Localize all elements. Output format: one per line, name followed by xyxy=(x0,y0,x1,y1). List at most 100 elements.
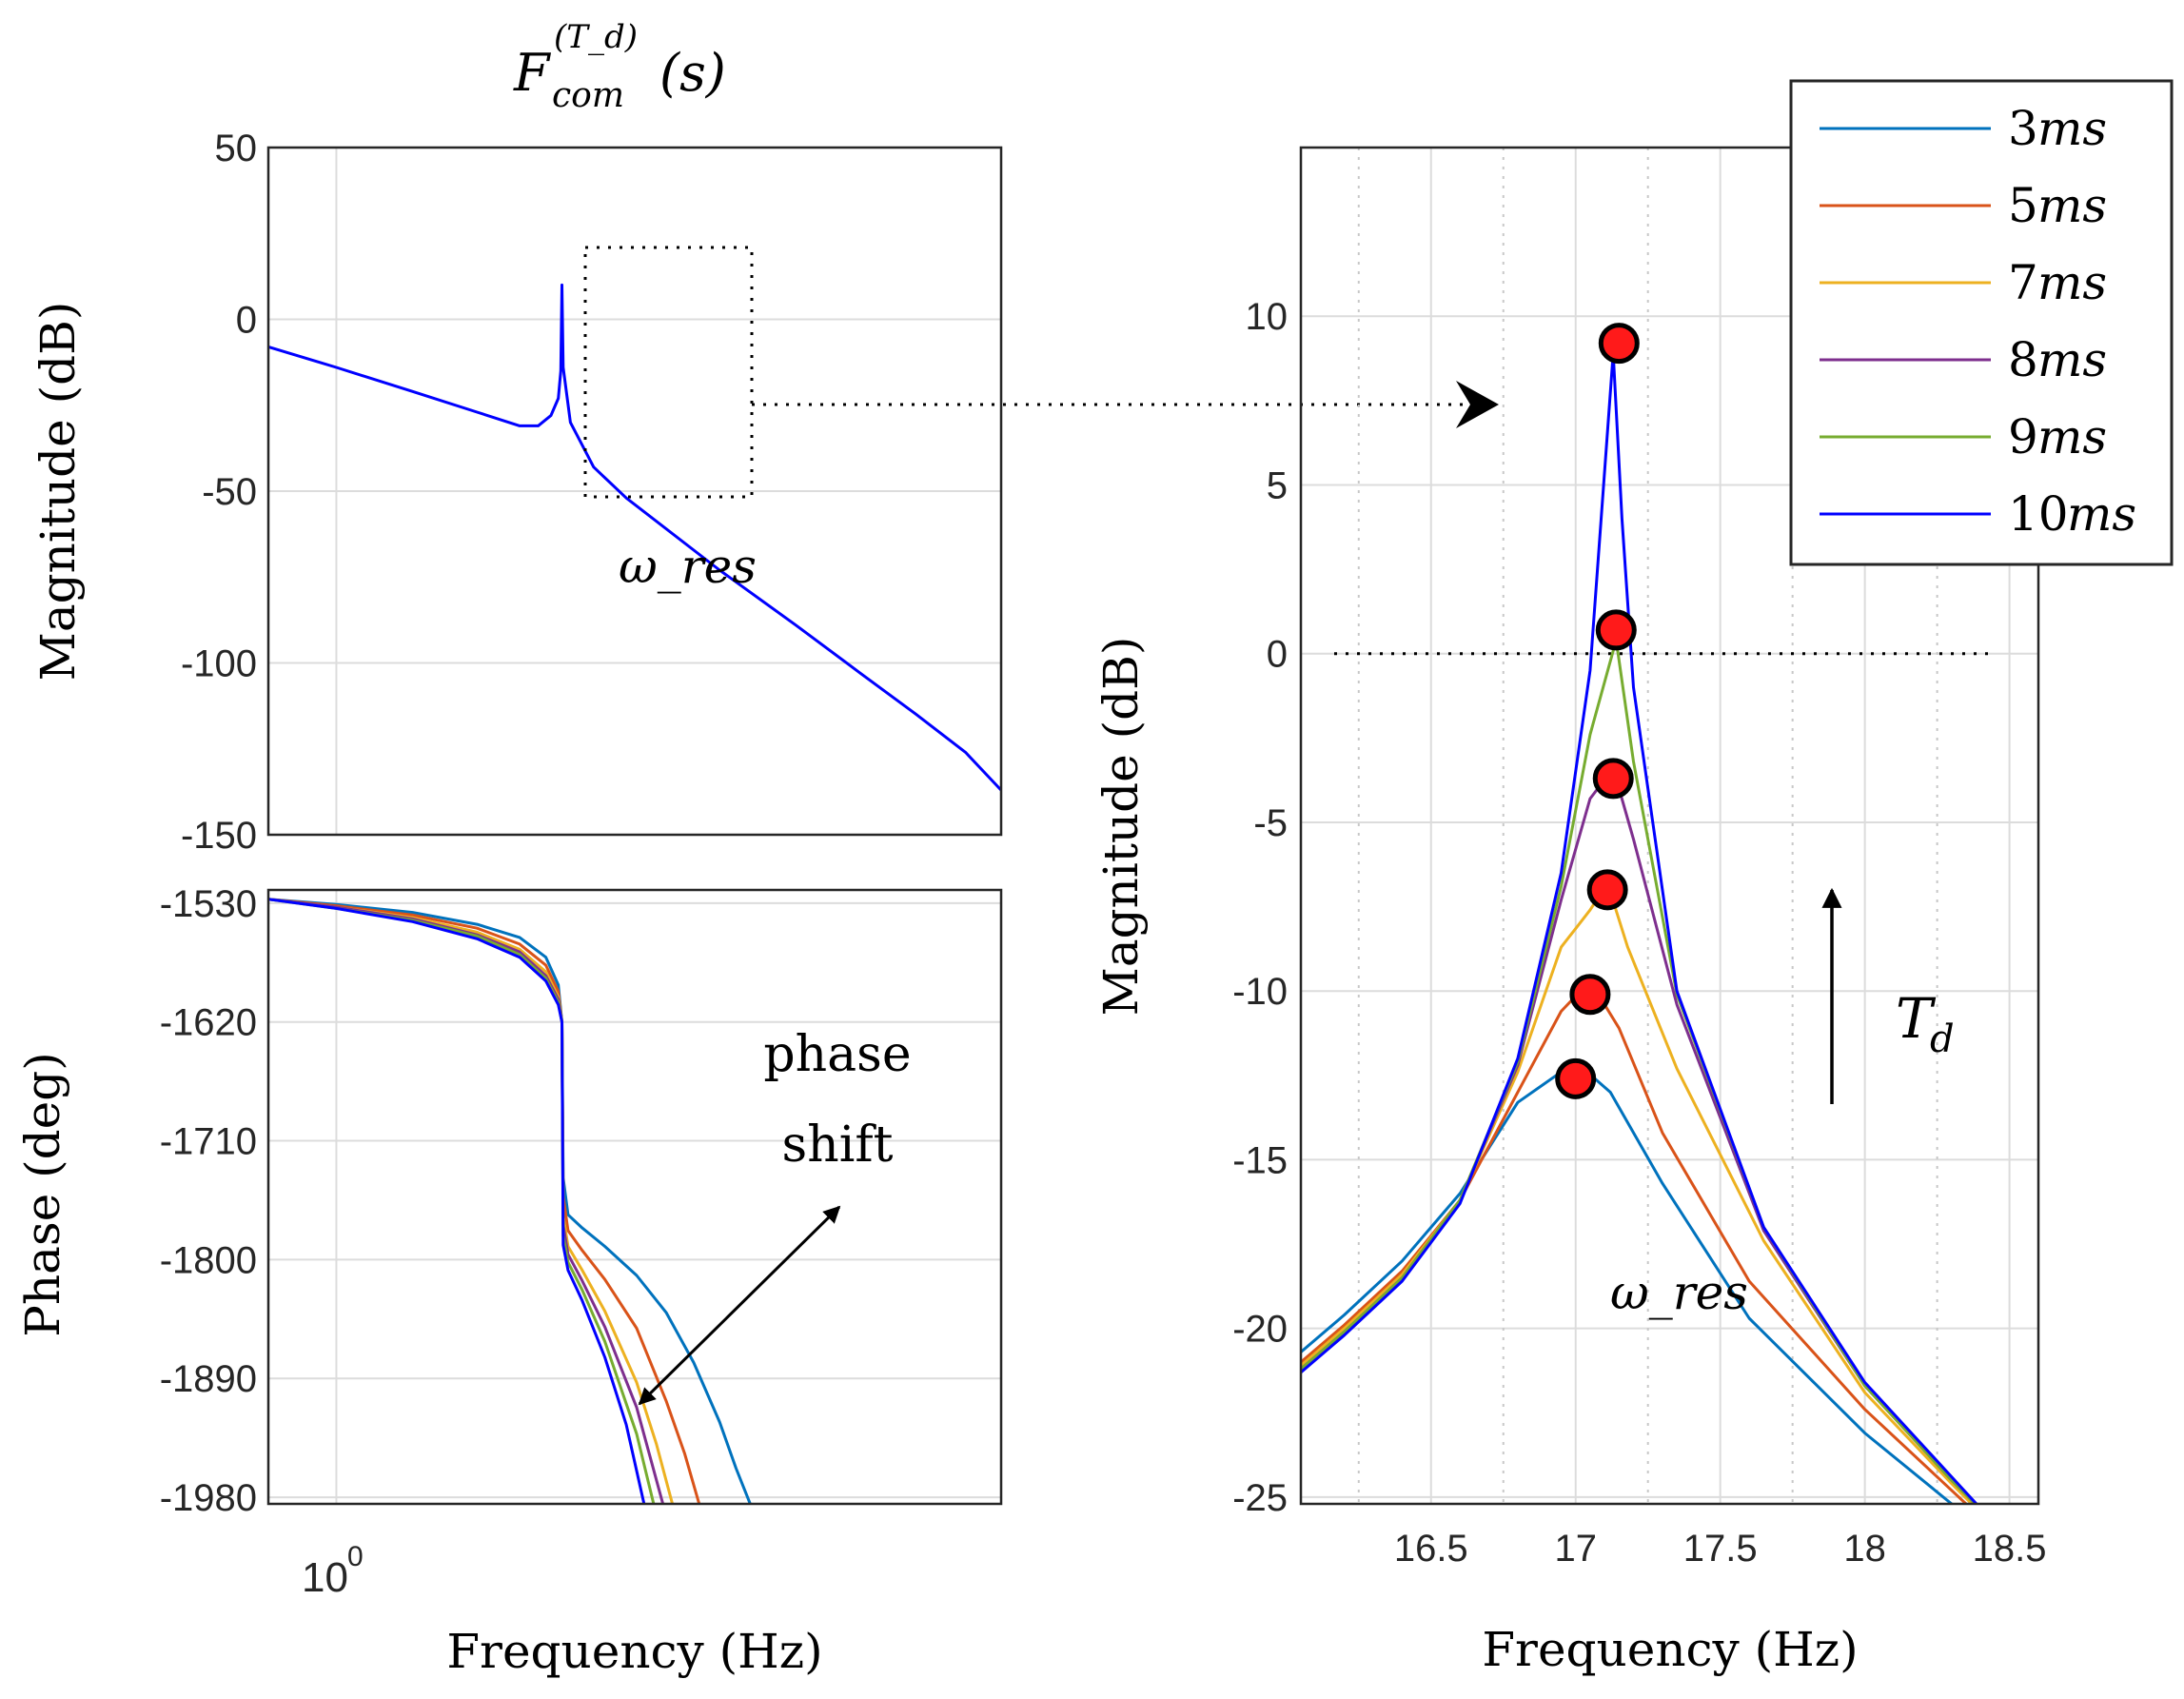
phase-grid xyxy=(268,890,1001,1504)
overview-series xyxy=(267,283,1003,792)
zoom-omega-res: ω_res xyxy=(1610,1265,1748,1320)
legend-label-unit: ms xyxy=(2037,255,2107,310)
zoom-y-tick-label: -15 xyxy=(1232,1139,1288,1181)
phase-shift-label-line1: phase xyxy=(763,1026,911,1083)
zoom-y-tick-label: -20 xyxy=(1232,1309,1288,1351)
phase-y-tick-label: -1530 xyxy=(160,883,257,925)
overview-grid xyxy=(268,147,1001,836)
overview-y-tick-label: -50 xyxy=(202,471,257,513)
legend-label-unit: ms xyxy=(2067,486,2136,542)
zoom-y-tick-label: -10 xyxy=(1232,971,1288,1013)
legend-label-number: 8 xyxy=(2008,332,2038,387)
phase-y-tick-label: -1980 xyxy=(160,1477,257,1519)
zoom-y-tick-label: 5 xyxy=(1267,464,1288,506)
zoom-x-tick-label: 16.5 xyxy=(1394,1528,1468,1570)
zoom-x-tick-label: 17 xyxy=(1554,1528,1597,1570)
magnitude-overview-panel: F com (T_d) (s) 50 0 -50 -100 -150 ω_res Mag… xyxy=(30,18,1003,857)
overview-axes-box xyxy=(266,146,1003,837)
legend-label-unit: ms xyxy=(2037,409,2107,464)
phase-x-label: Frequency (Hz) xyxy=(446,1624,822,1679)
title-argument: (s) xyxy=(659,43,726,103)
td-label-subscript: d xyxy=(1930,1017,1955,1061)
phase-x-tick-base: 10 xyxy=(302,1554,348,1601)
legend-label-number: 9 xyxy=(2008,409,2038,464)
legend-label-unit: ms xyxy=(2037,101,2107,156)
legend-label-number: 10 xyxy=(2008,486,2069,542)
zoom-connector-arrowhead xyxy=(1456,381,1499,428)
overview-title: F com (T_d) (s) xyxy=(513,18,726,115)
phase-series xyxy=(268,898,752,1504)
peak-marker-8ms xyxy=(1592,758,1634,800)
zoom-grid xyxy=(1301,148,2038,1504)
phase-y-label: Phase (deg) xyxy=(15,1052,70,1336)
peak-marker-7ms xyxy=(1586,869,1628,911)
phase-y-ticks: -1530 -1620 -1710 -1800 -1890 -1980 xyxy=(160,883,257,1519)
legend-item-7ms: 7 ms xyxy=(1820,255,2107,310)
title-main: F xyxy=(513,43,552,103)
overview-y-tick-label: 0 xyxy=(236,300,257,342)
legend-box xyxy=(1789,79,2174,566)
zoom-y-tick-label: -25 xyxy=(1232,1477,1288,1519)
phase-series-line-7ms xyxy=(268,898,675,1504)
legend-item-8ms: 8 ms xyxy=(1820,332,2107,387)
legend-label-number: 3 xyxy=(2008,101,2038,156)
zoom-y-tick-label: 10 xyxy=(1246,296,1289,338)
legend-item-3ms: 3 ms xyxy=(1820,101,2107,156)
zoom-y-tick-label: 0 xyxy=(1267,634,1288,676)
legend-label-unit: ms xyxy=(2037,178,2107,233)
overview-y-tick-label: -100 xyxy=(181,643,257,685)
zoom-peak-markers xyxy=(1555,323,1640,1099)
phase-x-tick-label: 10 0 xyxy=(302,1541,364,1601)
phase-y-tick-label: -1620 xyxy=(160,1002,257,1044)
zoom-x-tick-label: 17.5 xyxy=(1683,1528,1758,1570)
td-label: T d xyxy=(1896,986,1955,1061)
title-superscript: (T_d) xyxy=(554,18,638,56)
title-subscript: com xyxy=(552,76,624,115)
phase-series-line-9ms xyxy=(268,898,656,1504)
overview-resonance-annotation: ω_res xyxy=(619,539,757,594)
zoom-series-line-9ms xyxy=(1301,639,1977,1504)
phase-series-line-3ms xyxy=(268,898,752,1504)
zoom-axes-box xyxy=(1299,146,2040,1506)
zoom-y-tick-label: -5 xyxy=(1253,802,1288,844)
legend-item-9ms: 9 ms xyxy=(1820,409,2107,464)
magnitude-zoom-panel: 10 5 0 -5 -10 -15 -20 -25 16.5 17 17.5 18 18.5 ω_re… xyxy=(1093,79,2174,1677)
zoom-x-tick-label: 18.5 xyxy=(1973,1528,2047,1570)
phase-x-tick-exponent: 0 xyxy=(347,1541,364,1572)
phase-series-line-5ms xyxy=(268,898,701,1504)
overview-series-line xyxy=(267,283,1003,792)
overview-y-tick-label: 50 xyxy=(215,128,258,169)
legend-item-5ms: 5 ms xyxy=(1820,178,2107,233)
zoom-y-label: Magnitude (dB) xyxy=(1093,637,1149,1017)
peak-marker-3ms xyxy=(1555,1057,1597,1099)
peak-marker-5ms xyxy=(1569,974,1611,1016)
phase-panel: -1530 -1620 -1710 -1800 -1890 -1980 10 0 Freq… xyxy=(15,883,1003,1679)
legend-label-unit: ms xyxy=(2037,332,2107,387)
zoom-region-box xyxy=(583,246,754,499)
legend-label-number: 7 xyxy=(2008,255,2038,310)
peak-marker-10ms xyxy=(1598,323,1640,365)
overview-y-label: Magnitude (dB) xyxy=(30,302,86,682)
phase-y-tick-label: -1710 xyxy=(160,1121,257,1163)
legend-label-number: 5 xyxy=(2008,178,2038,233)
overview-omega-res: ω_res xyxy=(619,539,757,594)
overview-y-ticks: 50 0 -50 -100 -150 xyxy=(181,128,257,857)
phase-shift-arrow xyxy=(638,1205,841,1406)
phase-shift-label-line2: shift xyxy=(782,1116,894,1174)
phase-y-tick-label: -1890 xyxy=(160,1358,257,1400)
phase-axes-box xyxy=(266,888,1003,1506)
phase-series-line-8ms xyxy=(268,898,665,1504)
phase-series-line-10ms xyxy=(268,898,646,1504)
zoom-y-ticks: 10 5 0 -5 -10 -15 -20 -25 xyxy=(1232,296,1288,1519)
zoom-x-label: Frequency (Hz) xyxy=(1482,1622,1858,1677)
phase-y-tick-label: -1800 xyxy=(160,1239,257,1281)
zoom-x-tick-label: 18 xyxy=(1843,1528,1886,1570)
zoom-x-ticks: 16.5 17 17.5 18 18.5 xyxy=(1394,1528,2047,1570)
td-label-main: T xyxy=(1896,986,1937,1051)
peak-marker-9ms xyxy=(1595,609,1637,651)
overview-y-tick-label: -150 xyxy=(181,815,257,857)
